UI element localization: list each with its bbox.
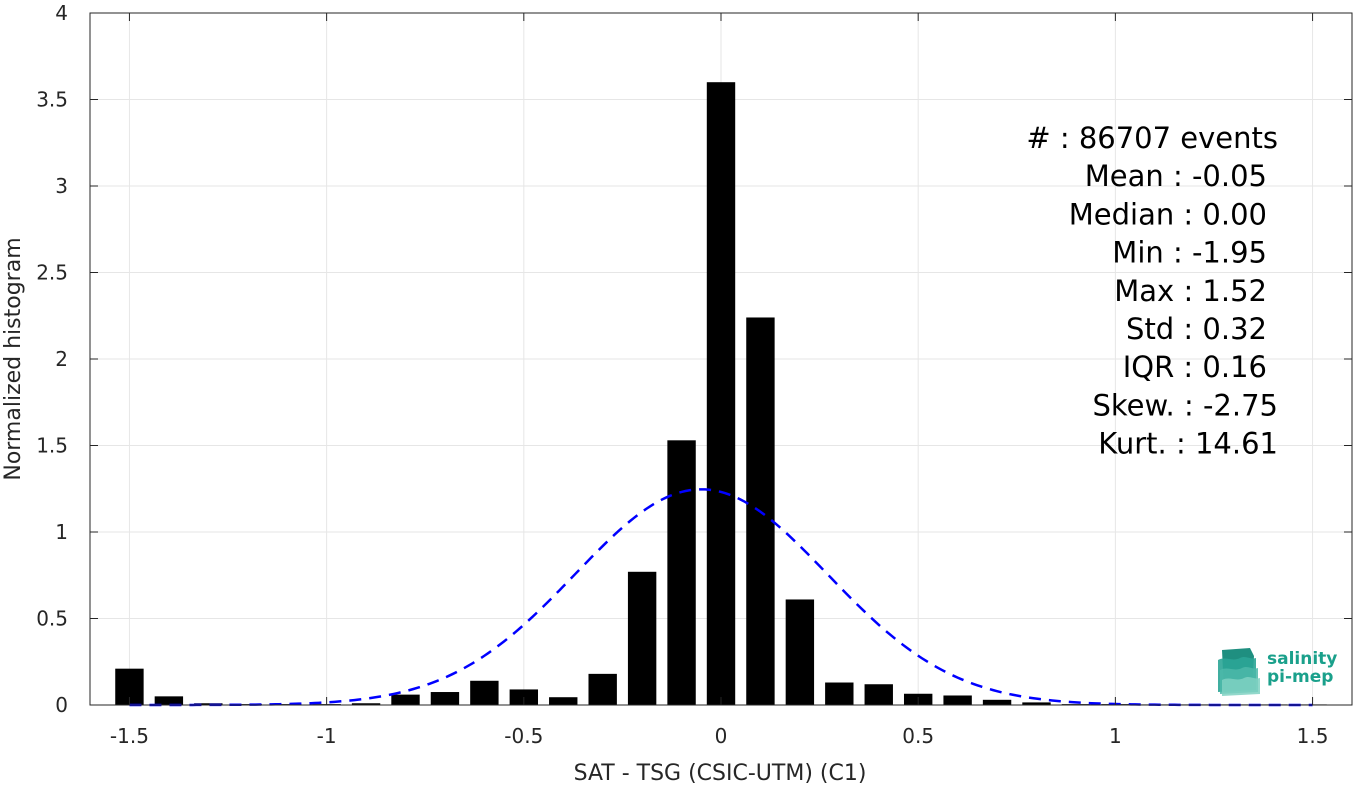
histogram-bar: [706, 82, 736, 705]
stats-line: Max : 1.52: [1114, 274, 1267, 308]
axes-frame: [89, 12, 1353, 706]
histogram-bar: [194, 703, 223, 705]
histogram-bars: [115, 82, 1327, 705]
y-tick-label: 4: [55, 1, 68, 25]
histogram-bar: [785, 599, 815, 705]
x-tick-label: 0: [715, 724, 728, 748]
histogram-bar: [825, 682, 854, 705]
x-tick-label: -1.5: [110, 724, 149, 748]
y-tick-label: 2: [55, 347, 68, 371]
stats-line: Median : 0.00: [1069, 197, 1267, 231]
y-tick-label: 1.5: [36, 434, 68, 458]
histogram-bar: [588, 673, 617, 705]
salinity-pimep-logo: salinity pi-mep: [1216, 646, 1346, 696]
histogram-bar: [982, 699, 1012, 705]
y-tick-label: 1: [55, 520, 68, 544]
logo-text-pimep: pi-mep: [1267, 667, 1334, 687]
x-tick-label: 0.5: [902, 724, 934, 748]
x-axis-label: SAT - TSG (CSIC-UTM) (C1): [574, 761, 867, 785]
stats-line: Std : 0.32: [1126, 312, 1267, 346]
histogram-bar: [154, 696, 184, 705]
y-tick-label: 0: [55, 693, 68, 717]
y-tick-label: 3.5: [36, 88, 68, 112]
histogram-bar: [943, 695, 972, 705]
stats-line: # : 86707 events: [1026, 121, 1278, 155]
x-tick-label: -1: [317, 724, 337, 748]
histogram-bar: [864, 684, 893, 705]
histogram-bar: [667, 440, 696, 705]
histogram-bar: [627, 571, 657, 705]
y-tick-label: 0.5: [36, 607, 68, 631]
y-axis-label: Normalized histogram: [1, 237, 26, 480]
logo-text-salinity: salinity: [1267, 649, 1338, 669]
stats-line: Kurt. : 14.61: [1098, 427, 1278, 461]
stats-line: Min : -1.95: [1112, 236, 1267, 270]
stats-line: Mean : -0.05: [1085, 159, 1267, 193]
histogram-bar: [1022, 702, 1051, 705]
x-tick-label: 1.5: [1297, 724, 1329, 748]
wave-layers-icon: [1218, 648, 1260, 696]
x-tick-label: -0.5: [504, 724, 543, 748]
histogram-bar: [430, 692, 460, 705]
y-tick-label: 2.5: [36, 261, 68, 285]
y-tick-label: 3: [55, 174, 68, 198]
tick-labels: -1.5 -1 -0.5 0 0.5 1 1.5 0 0.5 1 1.5 2 2.5 3 3.5 4: [36, 1, 1328, 748]
stats-box: # : 86707 events Mean : -0.05 Median : 0.0…: [1026, 121, 1278, 461]
histogram-bar: [470, 680, 499, 705]
histogram-bar: [549, 697, 578, 705]
x-tick-label: 1: [1109, 724, 1122, 748]
stats-line: Skew. : -2.75: [1092, 388, 1278, 422]
stats-line: IQR : 0.16: [1123, 350, 1267, 384]
histogram-bar: [391, 694, 420, 705]
histogram-bar: [351, 703, 381, 705]
